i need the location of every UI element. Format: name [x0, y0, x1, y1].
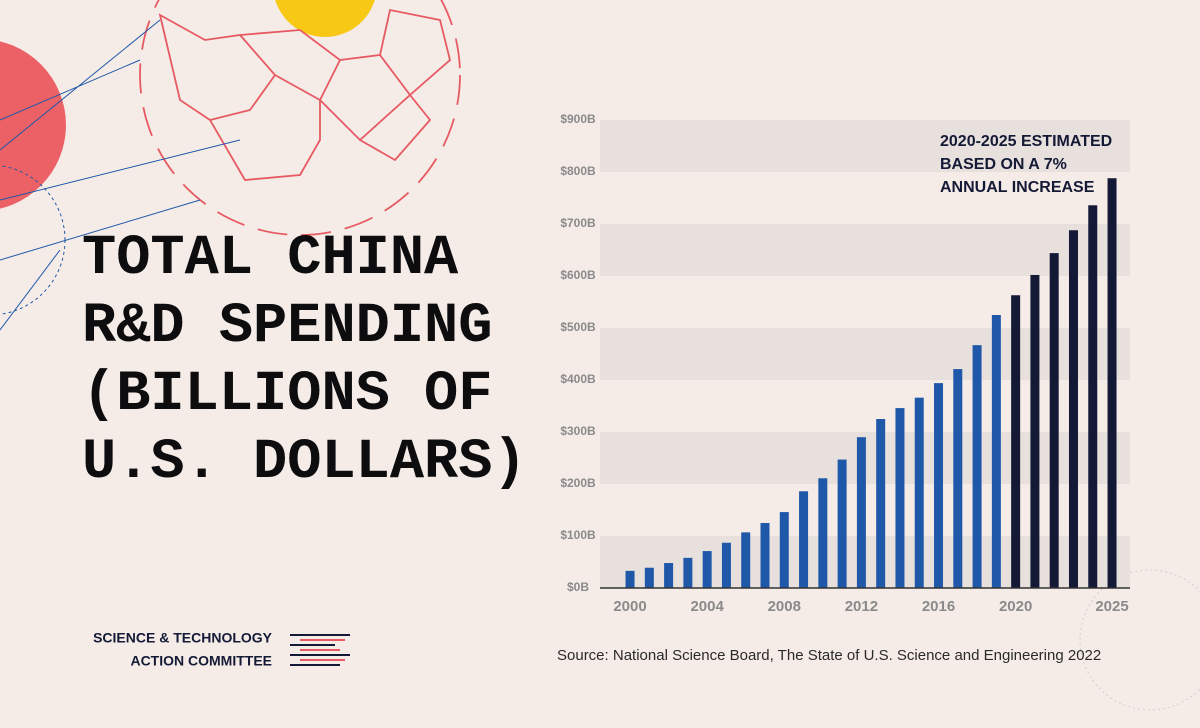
logo-text: ACTION COMMITTEE	[130, 653, 272, 669]
bar	[721, 542, 731, 588]
bar	[856, 437, 866, 588]
y-tick-label: $0B	[567, 580, 589, 594]
bar	[625, 570, 635, 588]
bar	[1030, 274, 1040, 588]
y-tick-label: $300B	[560, 424, 596, 438]
bar	[818, 478, 828, 588]
grid-band	[600, 328, 1130, 380]
bar	[914, 397, 924, 588]
bar	[664, 563, 674, 588]
bar	[1068, 230, 1078, 589]
decoration	[0, 0, 1200, 711]
y-tick-label: $500B	[560, 320, 596, 334]
bar	[779, 512, 789, 588]
annotation: BASED ON A 7%	[940, 156, 1067, 173]
annotation: ANNUAL INCREASE	[940, 179, 1095, 196]
bar	[876, 419, 886, 588]
bar	[1049, 253, 1059, 588]
y-tick-label: $900B	[560, 112, 596, 126]
y-tick-label: $600B	[560, 268, 596, 282]
y-tick-label: $800B	[560, 164, 596, 178]
bar	[644, 567, 654, 588]
annotation: 2020-2025 ESTIMATED	[940, 133, 1112, 150]
title-line: (BILLIONS OF	[82, 363, 492, 427]
title-line: U.S. DOLLARS)	[82, 431, 527, 495]
x-tick-label: 2004	[690, 598, 724, 615]
bar	[1107, 178, 1117, 589]
bar	[991, 315, 1001, 588]
bar	[741, 532, 751, 588]
title-line: R&D SPENDING	[82, 295, 492, 359]
bar	[1011, 295, 1021, 588]
y-tick-label: $100B	[560, 528, 596, 542]
bar	[953, 369, 963, 588]
logo-icon	[290, 634, 350, 666]
y-tick-label: $200B	[560, 476, 596, 490]
bar	[972, 345, 982, 588]
logo-text: SCIENCE & TECHNOLOGY	[93, 630, 273, 646]
bar	[934, 383, 944, 588]
grid-band	[600, 120, 1130, 172]
y-tick-label: $400B	[560, 372, 596, 386]
grid-band	[600, 224, 1130, 276]
y-tick-label: $700B	[560, 216, 596, 230]
bar	[760, 523, 770, 588]
bar	[895, 408, 905, 588]
x-tick-label: 2020	[999, 598, 1032, 615]
x-tick-label: 2016	[922, 598, 955, 615]
x-tick-label: 2008	[768, 598, 801, 615]
logo: SCIENCE & TECHNOLOGY ACTION COMMITTEE	[93, 630, 350, 669]
x-tick-label: 2012	[845, 598, 878, 615]
x-tick-label: 2000	[613, 598, 646, 615]
title-line: TOTAL CHINA	[82, 227, 459, 291]
bar	[1088, 205, 1098, 588]
bar	[702, 551, 712, 588]
chart: $0B $100B $200B $300B $400B $500B $600B $700B $8…	[560, 112, 1130, 615]
bar	[683, 557, 693, 588]
x-tick-label: 2025	[1095, 598, 1128, 615]
bar	[837, 459, 847, 588]
source: Source: National Science Board, The Stat…	[557, 647, 1101, 664]
bar	[799, 491, 809, 588]
